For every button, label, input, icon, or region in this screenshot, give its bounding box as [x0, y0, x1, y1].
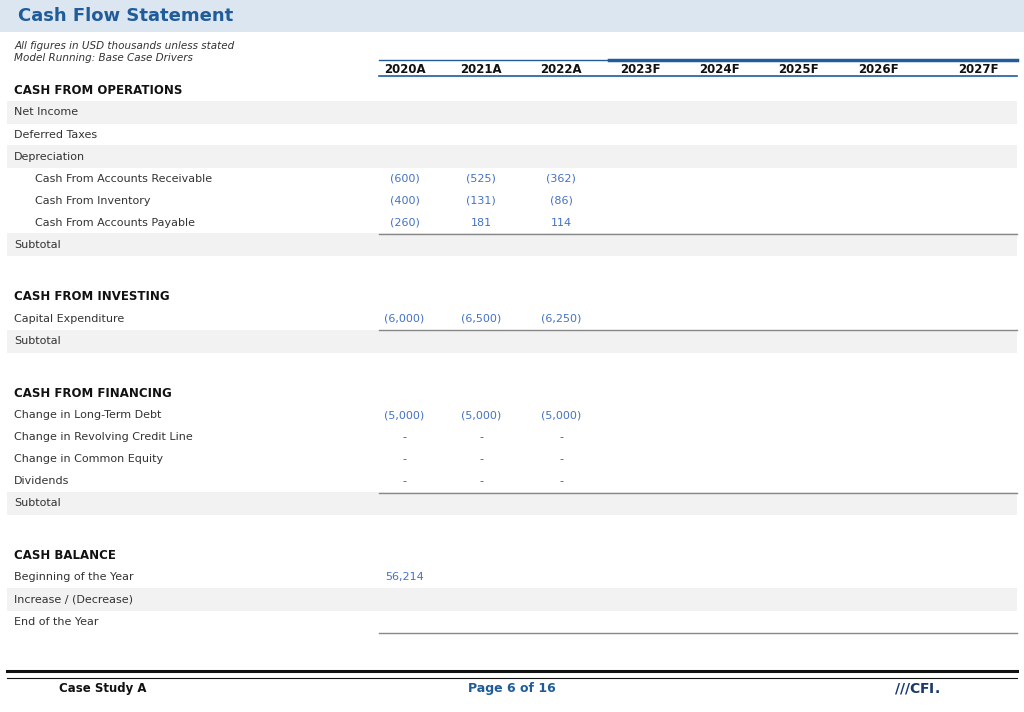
- Text: -: -: [402, 454, 407, 464]
- Text: Cash From Accounts Payable: Cash From Accounts Payable: [35, 218, 195, 228]
- Text: (6,250): (6,250): [541, 314, 582, 324]
- Text: Beginning of the Year: Beginning of the Year: [14, 572, 134, 582]
- Text: Deferred Taxes: Deferred Taxes: [14, 130, 97, 140]
- Text: 2025F: 2025F: [778, 63, 819, 75]
- Text: Capital Expenditure: Capital Expenditure: [14, 314, 125, 324]
- Text: 56,214: 56,214: [385, 572, 424, 582]
- Text: (5,000): (5,000): [384, 410, 425, 420]
- Text: -: -: [559, 476, 563, 486]
- Text: End of the Year: End of the Year: [14, 617, 99, 627]
- Text: Subtotal: Subtotal: [14, 240, 61, 250]
- Text: Increase / (Decrease): Increase / (Decrease): [14, 595, 133, 604]
- Text: 2024F: 2024F: [699, 63, 740, 75]
- Text: (400): (400): [389, 196, 420, 206]
- FancyBboxPatch shape: [0, 0, 1024, 32]
- Text: Case Study A: Case Study A: [58, 682, 146, 695]
- Text: 2026F: 2026F: [858, 63, 899, 75]
- Text: -: -: [479, 476, 483, 486]
- Text: Dividends: Dividends: [14, 476, 70, 486]
- FancyBboxPatch shape: [7, 101, 1017, 124]
- Text: -: -: [402, 432, 407, 442]
- Text: (131): (131): [466, 196, 497, 206]
- FancyBboxPatch shape: [7, 234, 1017, 256]
- Text: 2022A: 2022A: [541, 63, 582, 75]
- Text: CASH FROM OPERATIONS: CASH FROM OPERATIONS: [14, 84, 182, 97]
- Text: -: -: [479, 454, 483, 464]
- Text: (525): (525): [466, 174, 497, 184]
- Text: All figures in USD thousands unless stated: All figures in USD thousands unless stat…: [14, 41, 234, 51]
- Text: Cash From Accounts Receivable: Cash From Accounts Receivable: [35, 174, 212, 184]
- Text: $\mathbf{///}$CFI.: $\mathbf{///}$CFI.: [894, 681, 939, 696]
- Text: CASH FROM INVESTING: CASH FROM INVESTING: [14, 290, 170, 303]
- Text: Depreciation: Depreciation: [14, 152, 85, 162]
- Text: Change in Common Equity: Change in Common Equity: [14, 454, 164, 464]
- Text: (6,000): (6,000): [384, 314, 425, 324]
- Text: Subtotal: Subtotal: [14, 336, 61, 346]
- Text: (5,000): (5,000): [461, 410, 502, 420]
- Text: 2027F: 2027F: [957, 63, 998, 75]
- FancyBboxPatch shape: [7, 330, 1017, 352]
- Text: Cash From Inventory: Cash From Inventory: [35, 196, 151, 206]
- Text: -: -: [559, 454, 563, 464]
- Text: 114: 114: [551, 218, 571, 228]
- Text: CASH FROM FINANCING: CASH FROM FINANCING: [14, 387, 172, 399]
- Text: 2020A: 2020A: [384, 63, 425, 75]
- Text: (600): (600): [389, 174, 420, 184]
- Text: (86): (86): [550, 196, 572, 206]
- FancyBboxPatch shape: [7, 145, 1017, 168]
- Text: Net Income: Net Income: [14, 108, 79, 117]
- Text: -: -: [559, 432, 563, 442]
- Text: Change in Long-Term Debt: Change in Long-Term Debt: [14, 410, 162, 420]
- FancyBboxPatch shape: [7, 492, 1017, 515]
- Text: (6,500): (6,500): [461, 314, 502, 324]
- FancyBboxPatch shape: [7, 588, 1017, 611]
- Text: 2023F: 2023F: [620, 63, 660, 75]
- Text: (5,000): (5,000): [541, 410, 582, 420]
- Text: (362): (362): [546, 174, 577, 184]
- Text: -: -: [479, 432, 483, 442]
- Text: Page 6 of 16: Page 6 of 16: [468, 682, 556, 695]
- Text: CASH BALANCE: CASH BALANCE: [14, 549, 116, 562]
- Text: Subtotal: Subtotal: [14, 498, 61, 508]
- Text: (260): (260): [389, 218, 420, 228]
- Text: Change in Revolving Credit Line: Change in Revolving Credit Line: [14, 432, 194, 442]
- Text: 181: 181: [471, 218, 492, 228]
- Text: 2021A: 2021A: [461, 63, 502, 75]
- Text: -: -: [402, 476, 407, 486]
- Text: Model Running: Base Case Drivers: Model Running: Base Case Drivers: [14, 53, 194, 63]
- Text: Cash Flow Statement: Cash Flow Statement: [18, 7, 233, 25]
